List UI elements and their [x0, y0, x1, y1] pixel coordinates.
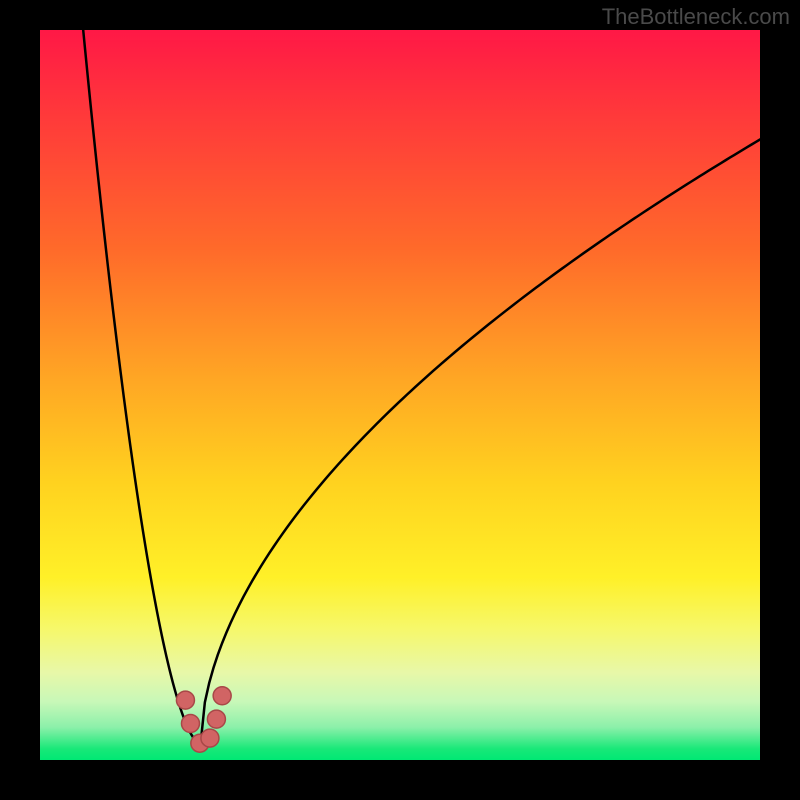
bottleneck-marker [207, 710, 225, 728]
chart-plot-area [40, 30, 760, 760]
bottleneck-marker [213, 687, 231, 705]
bottleneck-marker [201, 729, 219, 747]
attribution-text: TheBottleneck.com [602, 4, 790, 30]
bottleneck-marker [176, 691, 194, 709]
bottleneck-chart [0, 0, 800, 800]
bottleneck-marker [181, 715, 199, 733]
